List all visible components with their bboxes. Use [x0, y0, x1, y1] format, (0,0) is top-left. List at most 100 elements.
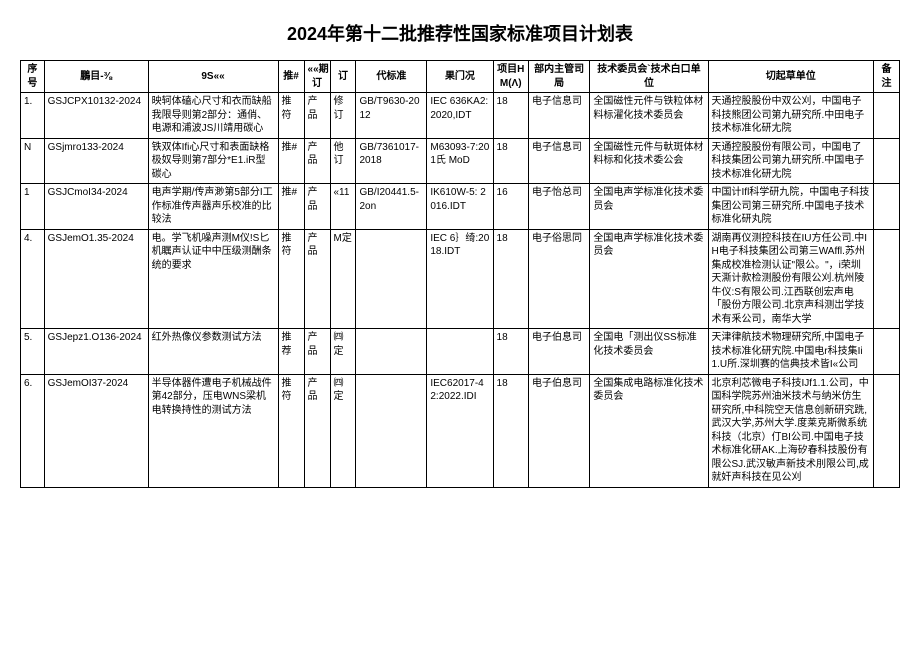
cell-kind: 产品 [304, 93, 330, 139]
cell-rev: M定 [330, 229, 356, 329]
cell-intl: M63093-7:201氏 MoD [427, 138, 493, 184]
cell-seq: 6. [21, 374, 45, 487]
cell-plan: GSJepz1.O136-2024 [44, 329, 148, 375]
cell-name: 铁双体Ifi心尺寸和表面缺格极奴导则第7部分*E1.iR型碳心 [148, 138, 278, 184]
cell-repl [356, 329, 427, 375]
col-mon: 项目HM(Λ) [493, 61, 528, 93]
col-draft: 切起草单位 [708, 61, 873, 93]
cell-kind: 产品 [304, 138, 330, 184]
col-dept: 部内主管司局 [528, 61, 589, 93]
cell-draft: 中国计Ifl科学研九院，中国电子科技集团公司第三研究所.中国电子技术标准化研丸院 [708, 184, 873, 230]
cell-tc: 全国磁性元件与铁粒体材料标濯化技术委员会 [590, 93, 708, 139]
cell-kind: 产品 [304, 329, 330, 375]
cell-rec: 推# [278, 184, 304, 230]
table-row: 4.GSJemO1.35-2024电。学飞机噪声测M仪!S匕机瞩声认证中中压级测… [21, 229, 900, 329]
cell-note [873, 329, 899, 375]
col-seq: 序号 [21, 61, 45, 93]
cell-plan: GSJCPX10132-2024 [44, 93, 148, 139]
cell-mon: 18 [493, 374, 528, 487]
cell-draft: 天通控股股份有限公司，中国电了科技集团公司第九研究所.中国电子技术标准化研尢院 [708, 138, 873, 184]
cell-rec: 推符 [278, 374, 304, 487]
cell-rev: ㈣定 [330, 329, 356, 375]
cell-dept: 电子信息司 [528, 138, 589, 184]
cell-tc: 全国电声学标准化技术委员会 [590, 184, 708, 230]
cell-rec: 推符 [278, 229, 304, 329]
cell-repl [356, 374, 427, 487]
col-note: 备注 [873, 61, 899, 93]
cell-rev: ㈣定 [330, 374, 356, 487]
table-row: 5.GSJepz1.O136-2024红外热像仪参数测试方法推荐产品㈣定 18电子… [21, 329, 900, 375]
cell-name: 半导体器件遭电子机械战件第42部分，压电WNS梁机电转换持性的测试方法 [148, 374, 278, 487]
cell-note [873, 229, 899, 329]
cell-dept: 电子伯息司 [528, 329, 589, 375]
table-header-row: 序号 鵬目-⅜ 9S«« 推# ««期订 订 代标准 果门况 项目HM(Λ) 部… [21, 61, 900, 93]
cell-draft: 北京利芯微电子科技IJf1.1.公司，中国科学院苏州油米技术与纳米仿生研究所,中… [708, 374, 873, 487]
cell-note [873, 374, 899, 487]
cell-draft: 天通控股股份中双公刈，中国电子科技熊团公司第九研究所.中田电子技术标准化研尢院 [708, 93, 873, 139]
cell-kind: 产品 [304, 374, 330, 487]
cell-intl: IEC62017-42:2022.IDI [427, 374, 493, 487]
cell-kind: 产品 [304, 184, 330, 230]
table-row: 6.GSJemOI37-2024半导体器件遭电子机械战件第42部分，压电WNS梁… [21, 374, 900, 487]
cell-tc: 全国磁性元件与軑斑体材料标和化技术委公会 [590, 138, 708, 184]
cell-name: 电。学飞机噪声测M仪!S匕机瞩声认证中中压级测酬条统的要求 [148, 229, 278, 329]
cell-draft: 天津律航技术物理研究所,中国电子技术标准化研宄院.中国电r科技集Ii1.U所.深… [708, 329, 873, 375]
col-tc: 技术委员会`技术白口单位 [590, 61, 708, 93]
col-rec: 推# [278, 61, 304, 93]
cell-name: 红外热像仪参数测试方法 [148, 329, 278, 375]
cell-tc: 全国电「测出仪SS标准化技术委员会 [590, 329, 708, 375]
cell-mon: 16 [493, 184, 528, 230]
cell-note [873, 138, 899, 184]
cell-dept: 电子伯息司 [528, 374, 589, 487]
standards-table: 序号 鵬目-⅜ 9S«« 推# ««期订 订 代标准 果门况 项目HM(Λ) 部… [20, 60, 900, 488]
col-intl: 果门况 [427, 61, 493, 93]
cell-repl [356, 229, 427, 329]
col-rev: 订 [330, 61, 356, 93]
col-name: 9S«« [148, 61, 278, 93]
cell-note [873, 93, 899, 139]
cell-dept: 电子怡总司 [528, 184, 589, 230]
cell-rev: «11 [330, 184, 356, 230]
cell-repl: GB/7361017-2018 [356, 138, 427, 184]
cell-repl: GB/T9630-2012 [356, 93, 427, 139]
cell-seq: 4. [21, 229, 45, 329]
cell-intl: IEC 636KA2: 2020,IDT [427, 93, 493, 139]
cell-seq: 1. [21, 93, 45, 139]
cell-tc: 全国集成电路标准化技术委员会 [590, 374, 708, 487]
cell-rev: 他订 [330, 138, 356, 184]
cell-rec: 推荐 [278, 329, 304, 375]
cell-plan: GSJemOI37-2024 [44, 374, 148, 487]
cell-mon: 18 [493, 138, 528, 184]
cell-tc: 全国电声学标准化技术委员会 [590, 229, 708, 329]
cell-mon: 18 [493, 329, 528, 375]
cell-note [873, 184, 899, 230]
cell-rev: 修订 [330, 93, 356, 139]
cell-plan: GSJCmoI34-2024 [44, 184, 148, 230]
cell-seq: 5. [21, 329, 45, 375]
cell-seq: 1 [21, 184, 45, 230]
cell-rec: 推# [278, 138, 304, 184]
cell-dept: 电子信息司 [528, 93, 589, 139]
cell-plan: GSjmro133-2024 [44, 138, 148, 184]
cell-intl [427, 329, 493, 375]
col-kind: ««期订 [304, 61, 330, 93]
page-title: 2024年第十二批推荐性国家标准项目计划表 [20, 20, 900, 46]
cell-intl: IK610W-5: 2016.IDT [427, 184, 493, 230]
cell-plan: GSJemO1.35-2024 [44, 229, 148, 329]
cell-rec: 推符 [278, 93, 304, 139]
cell-mon: 18 [493, 229, 528, 329]
cell-name: 映轲体磕心尺寸和衣而缺船我限导则第2部分：通俏、电源和浦波JS川靖用碳心 [148, 93, 278, 139]
table-row: 1.GSJCPX10132-2024映轲体磕心尺寸和衣而缺船我限导则第2部分：通… [21, 93, 900, 139]
cell-kind: 产品 [304, 229, 330, 329]
cell-name: 电声学期/传声渺第5部分I工作标准传声器声乐校准的比较法 [148, 184, 278, 230]
table-row: NGSjmro133-2024铁双体Ifi心尺寸和表面缺格极奴导则第7部分*E1… [21, 138, 900, 184]
cell-seq: N [21, 138, 45, 184]
cell-mon: 18 [493, 93, 528, 139]
cell-intl: IEC 6｝绮:20 18.IDT [427, 229, 493, 329]
cell-dept: 电子俗思同 [528, 229, 589, 329]
col-plan: 鵬目-⅜ [44, 61, 148, 93]
table-row: 1GSJCmoI34-2024电声学期/传声渺第5部分I工作标准传声器声乐校准的… [21, 184, 900, 230]
cell-draft: 湖南再仪测控科技在IU方任公司.中IH电子科技集团公司第三WAffl.苏州集成校… [708, 229, 873, 329]
cell-repl: GB/I20441.5-2on [356, 184, 427, 230]
col-repl: 代标准 [356, 61, 427, 93]
